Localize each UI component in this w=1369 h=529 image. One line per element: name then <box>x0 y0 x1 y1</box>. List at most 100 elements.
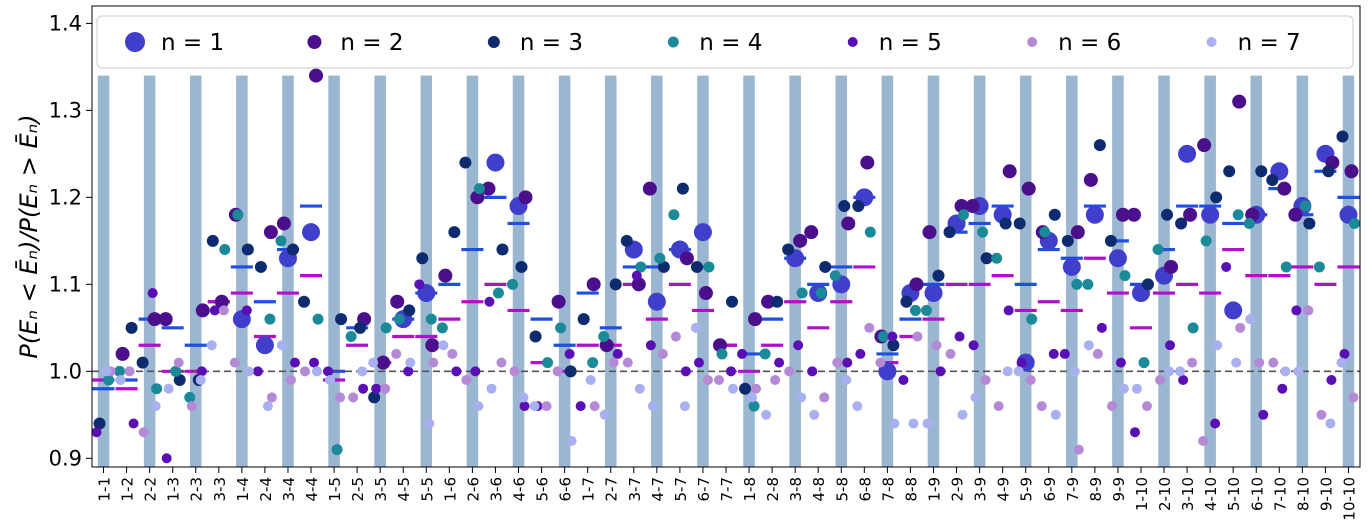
data-point-series-6 <box>1198 435 1209 446</box>
data-point-series-2 <box>276 216 291 231</box>
data-point-series-4 <box>331 444 343 456</box>
data-point-series-4 <box>184 391 196 403</box>
x-tick-label: 8-10 <box>1294 477 1312 511</box>
data-point-series-7 <box>529 401 540 412</box>
x-tick-label: 5-9 <box>1018 477 1036 502</box>
data-point-series-5 <box>289 357 300 368</box>
data-point-series-5 <box>196 366 207 377</box>
data-point-series-6 <box>1316 409 1327 420</box>
data-point-series-6 <box>993 401 1004 412</box>
data-point-series-6 <box>138 427 149 438</box>
data-point-series-4 <box>1232 209 1244 221</box>
data-point-series-4 <box>219 244 231 256</box>
data-point-series-7 <box>473 401 484 412</box>
x-axis: 1-1 1-2 2-2 1-3 2-3 3-3 1-4 2-4 3-4 4-4 1-5 2-5 3-5 4… <box>96 467 1358 521</box>
data-point-series-6 <box>875 357 886 368</box>
data-point-series-4 <box>436 322 448 334</box>
data-point-series-2 <box>1288 207 1303 222</box>
legend-marker-6 <box>1027 37 1038 47</box>
data-point-series-2 <box>309 68 324 83</box>
data-point-series-7 <box>1069 366 1080 377</box>
data-point-series-5 <box>1258 409 1269 420</box>
data-point-series-6 <box>461 375 472 386</box>
data-point-series-6 <box>380 383 391 394</box>
data-point-series-5 <box>645 340 656 351</box>
data-point-series-3 <box>298 295 311 308</box>
data-point-series-1 <box>255 336 274 355</box>
data-point-series-2 <box>214 294 229 309</box>
legend-marker-7 <box>1206 37 1217 47</box>
data-point-series-2 <box>586 277 601 292</box>
x-tick-label: 6-7 <box>695 477 713 502</box>
data-point-series-6 <box>657 348 668 359</box>
data-point-series-4 <box>1200 235 1212 247</box>
shaded-band <box>420 75 433 468</box>
data-point-series-3 <box>819 260 832 273</box>
data-point-series-7 <box>908 418 919 429</box>
data-point-series-4 <box>1299 200 1311 212</box>
data-point-series-7 <box>206 340 217 351</box>
data-point-series-2 <box>1344 164 1359 179</box>
data-point-series-2 <box>631 277 646 292</box>
data-point-series-7 <box>163 383 174 394</box>
x-tick-label: 9-10 <box>1317 477 1335 511</box>
data-point-series-7 <box>1164 366 1175 377</box>
data-point-series-4 <box>877 331 889 343</box>
data-point-series-3 <box>1048 208 1061 221</box>
legend-marker-1 <box>125 32 145 52</box>
shaded-band <box>789 75 801 468</box>
data-point-series-6 <box>608 357 619 368</box>
data-point-series-6 <box>335 392 346 403</box>
data-point-series-2 <box>965 199 980 214</box>
data-point-series-6 <box>496 357 507 368</box>
data-point-series-1 <box>693 223 712 242</box>
x-tick-label: 9-9 <box>1110 477 1128 502</box>
data-point-series-2 <box>909 277 924 292</box>
data-point-series-4 <box>796 287 808 299</box>
data-point-series-5 <box>968 340 979 351</box>
data-point-series-1 <box>486 153 505 172</box>
data-point-series-7 <box>679 401 690 412</box>
data-point-series-3 <box>136 356 149 369</box>
data-point-series-7 <box>357 366 368 377</box>
data-point-series-7 <box>1245 314 1256 325</box>
x-tick-label: 8-9 <box>1087 477 1105 502</box>
data-point-series-7 <box>889 418 900 429</box>
data-point-series-1 <box>302 223 321 242</box>
data-point-series-7 <box>634 383 645 394</box>
y-tick-label: 0.9 <box>49 446 82 470</box>
data-point-series-3 <box>690 260 703 273</box>
legend-label-1: n = 1 <box>161 30 224 56</box>
data-point-series-2 <box>698 286 713 301</box>
data-point-series-3 <box>1061 234 1074 247</box>
data-point-series-6 <box>912 331 923 342</box>
data-point-series-4 <box>920 304 932 316</box>
x-tick-label: 2-3 <box>188 477 206 502</box>
x-tick-label: 4-10 <box>1202 477 1220 511</box>
legend-label-6: n = 6 <box>1058 30 1121 56</box>
data-point-series-6 <box>832 357 843 368</box>
data-point-series-5 <box>1016 357 1027 368</box>
data-point-series-7 <box>1325 418 1336 429</box>
data-point-series-5 <box>1291 305 1302 316</box>
data-point-series-7 <box>150 401 161 412</box>
data-point-series-2 <box>115 346 130 361</box>
legend: n = 1 n = 2 n = 3 n = 4 n = 5 n = 6 n = 7 <box>96 15 1354 69</box>
data-point-series-6 <box>1073 444 1084 455</box>
data-point-series-2 <box>804 225 819 240</box>
data-point-series-1 <box>924 284 943 303</box>
data-point-series-3 <box>657 260 670 273</box>
legend-marker-2 <box>307 35 322 49</box>
x-tick-label: 2-9 <box>949 477 967 502</box>
data-point-series-7 <box>276 340 287 351</box>
data-point-series-5 <box>774 357 785 368</box>
data-point-series-3 <box>1093 139 1106 152</box>
data-point-series-6 <box>124 366 135 377</box>
shaded-band <box>143 75 156 468</box>
data-point-series-2 <box>481 181 496 196</box>
data-point-series-3 <box>206 234 219 247</box>
data-point-series-7 <box>1131 383 1142 394</box>
data-point-series-2 <box>1070 225 1085 240</box>
y-axis: 0.9 1.0 1.1 1.2 1.3 1.4 <box>49 11 92 470</box>
data-point-series-5 <box>484 296 495 307</box>
